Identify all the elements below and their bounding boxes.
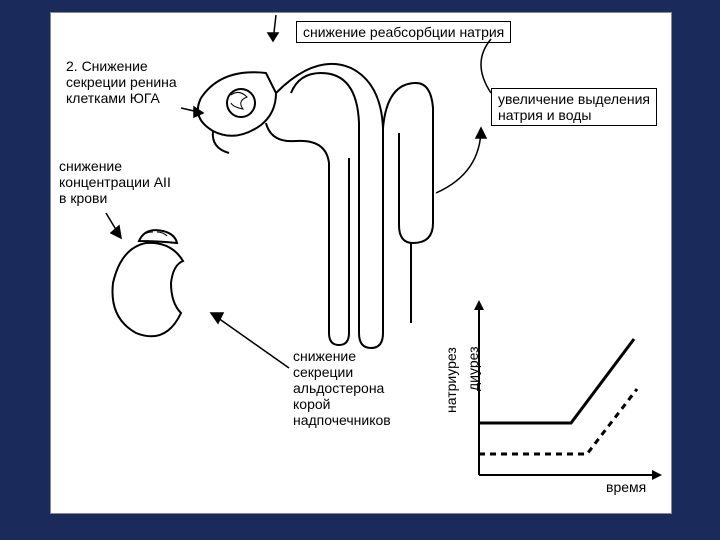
chart [474, 300, 662, 480]
kidney-shape [112, 230, 183, 336]
nephron [198, 64, 433, 348]
diagram-panel: снижение реабсорбции натрия 2. Снижение … [50, 12, 672, 514]
diagram-svg [51, 13, 671, 513]
